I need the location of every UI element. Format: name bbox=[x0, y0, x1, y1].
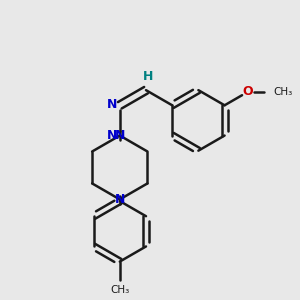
Text: O: O bbox=[243, 85, 254, 98]
Text: CH₃: CH₃ bbox=[273, 87, 292, 97]
Text: H: H bbox=[142, 70, 153, 83]
Text: N: N bbox=[107, 98, 118, 111]
Text: N: N bbox=[107, 129, 118, 142]
Text: CH₃: CH₃ bbox=[110, 285, 129, 295]
Text: N: N bbox=[115, 129, 125, 142]
Text: N: N bbox=[115, 193, 125, 206]
